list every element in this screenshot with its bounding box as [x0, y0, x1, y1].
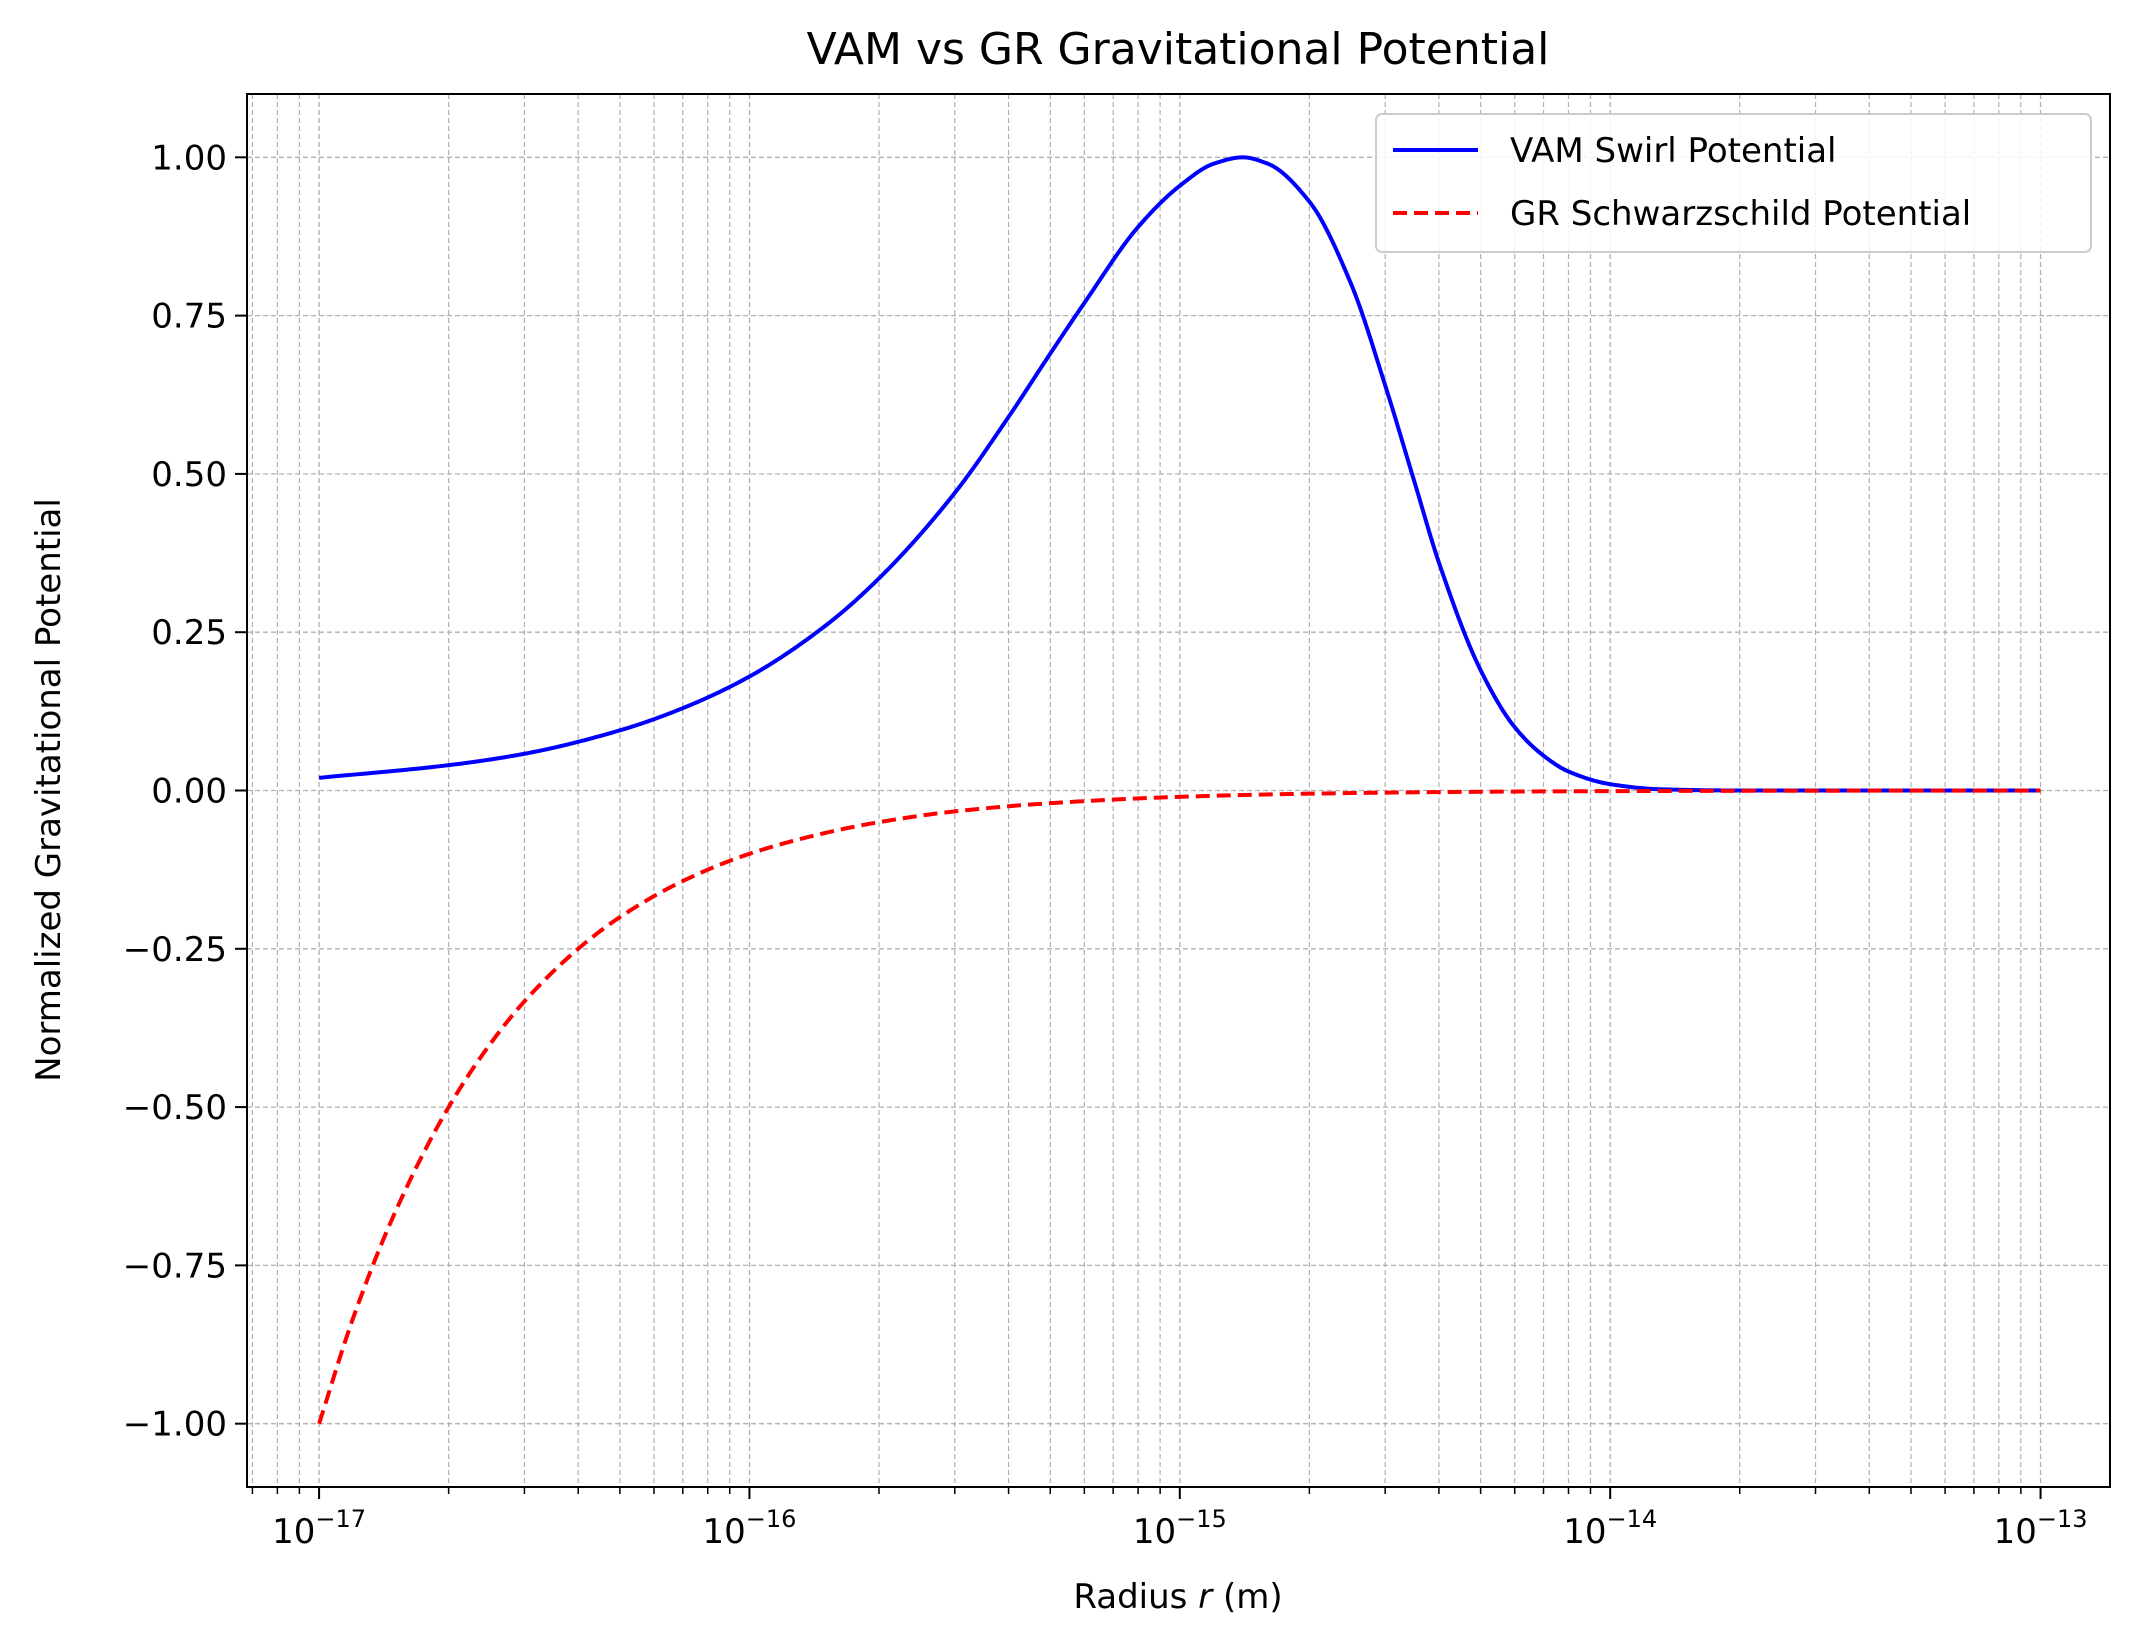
x-tick-label-base: 10	[1994, 1512, 2037, 1552]
series-line-vam-swirl	[318, 155, 2041, 793]
x-tick-label: 10−14	[1563, 1505, 1657, 1552]
series-line-gr-schwarzschild	[317, 788, 2041, 1425]
x-axis-label-prefix: Radius	[1073, 1577, 1198, 1617]
y-tick-label: 0.00	[151, 772, 227, 812]
chart-title: VAM vs GR Gravitational Potential	[807, 24, 1550, 75]
plot-lines	[317, 155, 2041, 1425]
y-tick-label: −1.00	[123, 1405, 227, 1445]
x-axis-ticks: 10−17 10−16 10−15 10−14 10−13	[251, 1487, 2088, 1552]
y-tick-label: 0.75	[151, 297, 227, 337]
y-tick-label: 1.00	[151, 138, 227, 178]
x-axis-label-suffix: (m)	[1212, 1577, 1282, 1617]
x-tick-label-exponent: −13	[2037, 1505, 2088, 1533]
y-axis-label: Normalized Gravitational Potential	[29, 498, 69, 1082]
x-tick-label-base: 10	[1133, 1512, 1176, 1552]
x-axis-label-variable: r	[1198, 1577, 1214, 1617]
legend-box	[1375, 113, 2092, 253]
y-tick-label: −0.75	[123, 1246, 227, 1286]
x-tick-label: 10−16	[702, 1505, 796, 1552]
y-tick-label: −0.25	[123, 930, 227, 970]
x-tick-label: 10−17	[272, 1505, 366, 1552]
x-tick-label: 10−15	[1133, 1505, 1227, 1552]
y-tick-label: −0.50	[123, 1088, 227, 1128]
legend: VAM Swirl Potential GR Schwarzschild Pot…	[1375, 113, 2092, 253]
x-tick-label-base: 10	[1563, 1512, 1606, 1552]
x-tick-label-exponent: −16	[746, 1505, 797, 1533]
x-tick-label-exponent: −15	[1176, 1505, 1227, 1533]
legend-label-gr: GR Schwarzschild Potential	[1510, 194, 1971, 234]
y-tick-label: 0.50	[151, 455, 227, 495]
x-axis-label: Radius r (m)	[1073, 1577, 1282, 1617]
x-tick-label-exponent: −17	[315, 1505, 366, 1533]
y-axis-ticks: 1.00 0.75 0.50 0.25 0.00 −0.25 −0.50 −0.75 −1.00	[123, 138, 247, 1445]
x-tick-label: 10−13	[1994, 1505, 2088, 1552]
legend-label-vam: VAM Swirl Potential	[1510, 131, 1837, 171]
x-tick-label-base: 10	[702, 1512, 745, 1552]
y-tick-label: 0.25	[151, 613, 227, 653]
x-tick-label-exponent: −14	[1606, 1505, 1657, 1533]
x-tick-label-base: 10	[272, 1512, 315, 1552]
grid	[247, 94, 2110, 1487]
